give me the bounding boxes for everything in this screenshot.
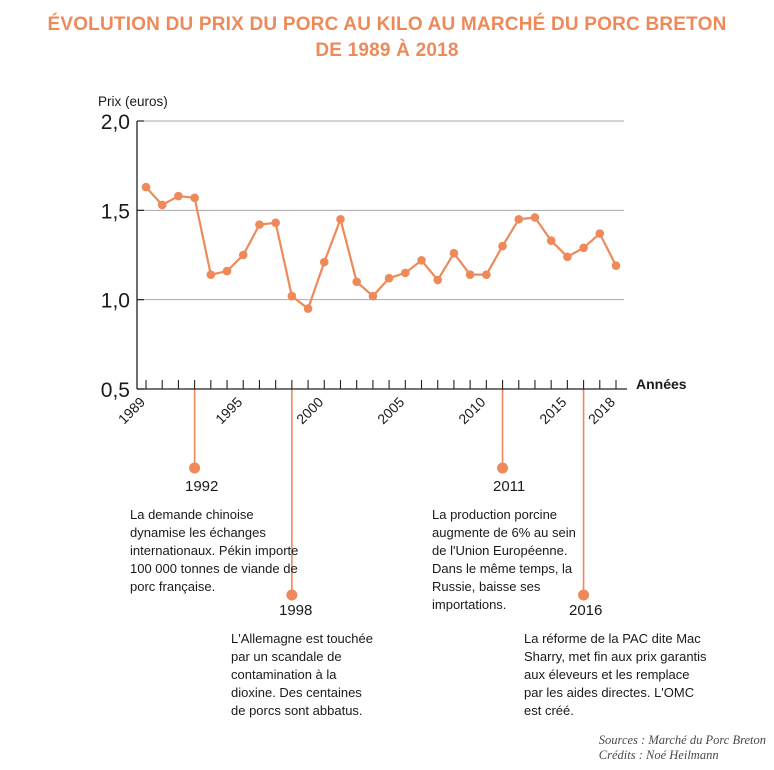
annotation-1998: 1998 L'Allemagne est touchée par un scan… [231, 602, 376, 720]
y-tick-label: 1,5 [101, 200, 130, 223]
data-point [303, 304, 313, 313]
data-point [595, 229, 605, 238]
annotation-year: 1992 [185, 478, 219, 495]
annotation-2011: 2011 La production porcine augmente de 6… [432, 478, 592, 614]
data-point [498, 241, 507, 251]
x-tick-label: 2015 [536, 394, 569, 427]
y-axis-label: Prix (euros) [98, 94, 168, 109]
data-point [157, 200, 167, 210]
data-point [319, 257, 329, 267]
y-tick-label: 0,5 [101, 379, 130, 402]
annotation-year: 2011 [493, 478, 526, 495]
data-point [514, 214, 524, 224]
annotation-year: 1998 [279, 602, 313, 619]
data-point [546, 236, 556, 246]
data-point [563, 252, 572, 262]
data-point [465, 270, 475, 279]
annotation-text: La demande chinoise dynamise les échange… [130, 507, 299, 594]
series-line [145, 186, 617, 310]
y-tick-label: 1,0 [101, 290, 130, 313]
x-tick-label: 2010 [455, 394, 488, 427]
annotation-marker [286, 589, 298, 601]
x-ticks: 1989 1995 2000 2005 2010 2015 2018 [115, 380, 618, 427]
data-point [271, 218, 280, 228]
annotation-text: La réforme de la PAC dite Mac Sharry, me… [524, 631, 707, 718]
data-point [174, 191, 183, 201]
chart-title-line-2: DE 1989 À 2018 [315, 40, 459, 61]
credits-text: Crédits : Noé Heilmann [598, 748, 719, 762]
data-point [401, 268, 410, 278]
data-point [190, 193, 199, 203]
sources-text: Sources : Marché du Porc Breton [598, 733, 766, 747]
annotation-1992: 1992 La demande chinoise dynamise les éc… [130, 478, 305, 596]
annotation-marker [189, 462, 201, 474]
x-tick-label: 2018 [585, 394, 618, 427]
credits: Sources : Marché du Porc Breton Crédits … [599, 733, 766, 763]
data-point [287, 291, 297, 301]
axes: 0,5 1,0 1,5 2,0 [101, 111, 627, 402]
data-point [433, 275, 443, 285]
annotation-marker [578, 589, 590, 601]
data-series [141, 182, 621, 313]
data-point [206, 270, 216, 279]
data-point [417, 256, 426, 265]
data-point [238, 250, 248, 260]
data-point [352, 277, 361, 287]
annotation-marker [497, 462, 509, 474]
chart-title-line-1: ÉVOLUTION DU PRIX DU PORC AU KILO AU MAR… [47, 14, 727, 35]
annotation-text: La production porcine augmente de 6% au … [432, 507, 576, 612]
x-tick-label: 1995 [212, 394, 245, 427]
data-point [141, 182, 151, 192]
data-point [368, 291, 378, 301]
x-tick-label: 2005 [374, 394, 407, 427]
data-point [530, 213, 540, 222]
grid-lines [137, 120, 624, 301]
data-point [482, 270, 491, 279]
annotation-2016: 2016 La réforme de la PAC dite Mac Sharr… [524, 602, 709, 720]
x-tick-label: 2000 [293, 394, 326, 427]
data-point [336, 214, 345, 224]
annotation-text: L'Allemagne est touchée par un scandale … [231, 631, 373, 718]
x-axis-label: Années [636, 376, 687, 392]
annotation-year: 2016 [569, 602, 603, 619]
y-tick-label: 2,0 [101, 111, 130, 134]
data-point [449, 248, 459, 258]
data-point [255, 220, 264, 229]
data-point [222, 266, 232, 276]
data-point [611, 261, 621, 271]
data-point [579, 243, 588, 253]
data-point [384, 273, 394, 283]
annotation-connectors [189, 389, 590, 601]
